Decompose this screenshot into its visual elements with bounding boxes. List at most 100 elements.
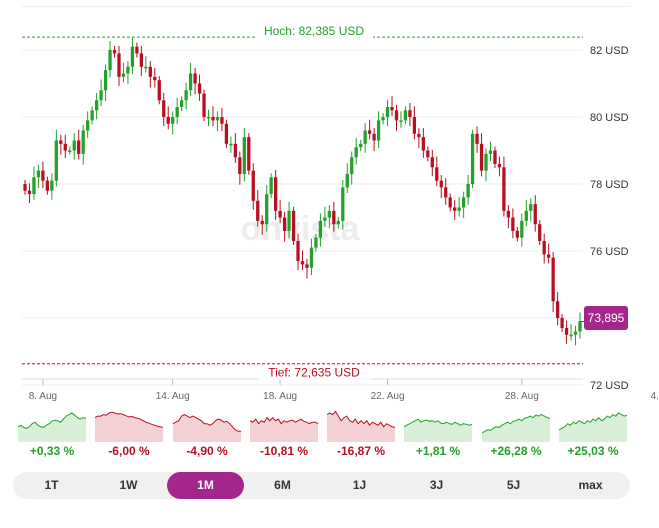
sparkline-area <box>404 419 472 442</box>
tab-1j[interactable]: 1J <box>352 478 367 492</box>
sparkline-area <box>250 417 318 442</box>
period-tabs: 1T 1W 1M 6M 1J 3J 5J max <box>13 472 630 499</box>
candle-body <box>336 220 340 225</box>
candle-body <box>323 217 327 221</box>
candle-body <box>193 73 197 84</box>
candle-body <box>166 117 170 124</box>
candle-body <box>470 133 475 185</box>
candle-body <box>162 100 166 118</box>
candle-body <box>439 180 443 188</box>
sparkline-change: +26,28 % <box>490 444 542 458</box>
candle-body <box>547 254 551 258</box>
tab-1w[interactable]: 1W <box>119 478 138 492</box>
period-performance-row: +0,33 % -6,00 % -4,90 % -10,81 % -16,87 % +1,… <box>0 410 659 462</box>
candle-body <box>224 123 229 144</box>
sparkline-chart <box>559 412 627 442</box>
candle-body <box>63 143 67 151</box>
y-tick-label: 76 USD <box>590 246 629 258</box>
high-line-label: Hoch: 82,385 USD <box>264 24 364 38</box>
y-tick-label: 80 USD <box>590 112 629 124</box>
candle-body <box>121 73 126 77</box>
candle-body <box>251 170 255 201</box>
candle-body <box>184 90 188 101</box>
candle-body <box>220 117 224 124</box>
sparkline-line <box>18 412 86 429</box>
y-tick-label: 72 USD <box>590 380 629 392</box>
sparkline-chart <box>18 412 86 442</box>
candle-body <box>41 170 45 181</box>
sparkline-area <box>18 413 86 442</box>
tab-1m[interactable]: 1M <box>167 472 244 499</box>
candle-body <box>520 220 524 238</box>
sparkline-change: +1,81 % <box>415 444 461 458</box>
sparkline-area <box>95 412 163 442</box>
candle-body <box>390 106 394 111</box>
tab-5j[interactable]: 5J <box>506 478 521 492</box>
grid-lines <box>22 49 583 386</box>
tab-1t[interactable]: 1T <box>44 478 59 492</box>
candle-body <box>242 137 246 174</box>
candle-body <box>81 130 85 154</box>
candle-body <box>211 117 215 121</box>
y-tick-label: 78 USD <box>590 179 629 191</box>
sparkline-6M: -10,81 % <box>250 410 318 460</box>
candle-body <box>524 210 528 221</box>
candle-body <box>36 170 41 178</box>
sparkline-line <box>482 414 550 434</box>
candle-body <box>533 204 537 225</box>
x-tick-label: 8. Aug <box>29 391 57 402</box>
sparkline-line <box>173 414 241 432</box>
tab-max[interactable]: max <box>578 478 603 492</box>
candle-body <box>408 110 412 118</box>
sparkline-1M: -4,90 % <box>173 410 241 460</box>
sparkline-line <box>95 411 163 428</box>
candle-body <box>367 130 372 134</box>
sparkline-change: +25,03 % <box>567 444 619 458</box>
candle-body <box>376 120 381 141</box>
candle-body <box>54 140 58 181</box>
candle-body <box>247 137 251 171</box>
candle-body <box>188 73 193 91</box>
x-tick-label: 22. Aug <box>371 391 405 402</box>
candle-body <box>287 210 291 231</box>
candle-body <box>430 157 434 168</box>
candle-body <box>278 210 282 218</box>
candle-body <box>318 220 323 238</box>
tab-3j[interactable]: 3J <box>429 478 444 492</box>
candle-body <box>157 80 161 101</box>
candle-body <box>417 133 421 138</box>
candles <box>23 37 582 346</box>
candle-body <box>99 90 103 101</box>
candle-body <box>300 261 305 265</box>
candle-body <box>153 76 157 81</box>
tab-6m[interactable]: 6M <box>274 478 291 492</box>
sparkline-line <box>404 418 472 428</box>
sparkline-area <box>173 414 241 442</box>
candle-body <box>515 230 519 238</box>
candle-body <box>202 93 206 118</box>
candle-body <box>444 187 448 198</box>
candle-body <box>130 46 135 67</box>
candle-body <box>578 321 582 332</box>
x-axis: 8. Aug 14. Aug 18. Aug 22. Aug 28. Aug 4. Sep <box>22 378 659 402</box>
candle-body <box>206 117 211 119</box>
candle-body <box>215 117 220 121</box>
candle-body <box>256 200 260 221</box>
candle-body <box>363 130 367 144</box>
candle-body <box>569 334 573 337</box>
candle-body <box>529 204 533 211</box>
candle-body <box>426 150 430 158</box>
candle-body <box>453 207 457 211</box>
candle-body <box>112 50 117 54</box>
low-line-label: Tief: 72,635 USD <box>268 366 360 380</box>
candle-body <box>265 194 269 225</box>
candle-body <box>144 66 148 69</box>
candle-body <box>68 150 72 153</box>
candle-body <box>394 110 399 121</box>
candle-body <box>305 264 309 268</box>
candle-body <box>466 184 470 198</box>
candle-body <box>229 143 233 146</box>
sparkline-1J: -16,87 % <box>327 410 395 460</box>
